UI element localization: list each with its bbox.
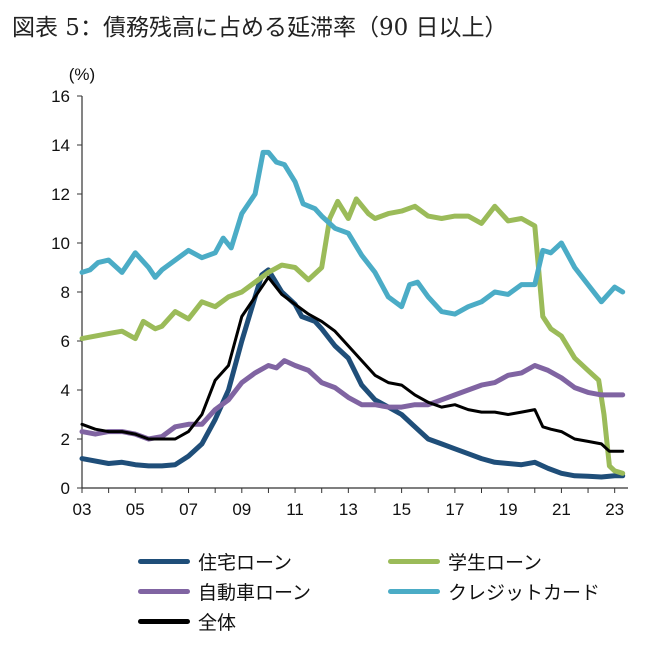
x-tick-label: 05 [126, 500, 145, 519]
series-lines [79, 149, 626, 480]
legend-swatch-auto-loan [138, 589, 190, 594]
y-tick-label: 16 [51, 87, 70, 106]
legend-item-total: 全体 [138, 608, 236, 635]
series-student-loan-line [79, 196, 626, 476]
series-mortgage-line [79, 267, 626, 480]
x-tick-label: 21 [552, 500, 571, 519]
legend: 住宅ローン 学生ローン 自動車ローン クレジットカード 全体 [0, 540, 650, 640]
y-tick-label: 4 [61, 381, 70, 400]
x-tick-label: 17 [445, 500, 464, 519]
x-tick-label: 11 [286, 500, 304, 519]
legend-item-mortgage: 住宅ローン [138, 548, 292, 575]
legend-item-credit-card: クレジットカード [388, 578, 600, 605]
legend-label-auto-loan: 自動車ローン [198, 582, 312, 604]
x-tick-label: 19 [499, 500, 518, 519]
y-axis-unit-label: (%) [69, 65, 95, 84]
x-tick-label: 15 [392, 500, 411, 519]
y-tick-label: 0 [61, 479, 70, 498]
legend-label-student-loan: 学生ローン [448, 552, 543, 574]
legend-swatch-mortgage [138, 559, 190, 564]
legend-item-student-loan: 学生ローン [388, 548, 542, 575]
legend-swatch-student-loan [388, 559, 440, 564]
y-tick-label: 10 [51, 234, 70, 253]
x-tick-label: 23 [605, 500, 624, 519]
x-tick-label: 09 [232, 500, 251, 519]
legend-label-mortgage: 住宅ローン [198, 552, 293, 574]
x-tick-label: 13 [339, 500, 358, 519]
axes: 0 2 4 6 8 10 12 14 16 (%) 03 05 07 09 11 13 15 17 19 21 23 [51, 65, 628, 519]
legend-item-auto-loan: 自動車ローン [138, 578, 311, 605]
legend-swatch-total [138, 619, 190, 624]
chart-title: 図表 5：債務残高に占める延滞率（90 日以上） [12, 15, 508, 41]
legend-label-total: 全体 [198, 612, 237, 634]
series-auto-loan-line [79, 358, 626, 442]
line-chart: 0 2 4 6 8 10 12 14 16 (%) 03 05 07 09 11 13 15 17 19 21 23 [51, 65, 628, 519]
x-tick-label: 07 [179, 500, 198, 519]
legend-swatch-credit-card [388, 589, 440, 594]
series-credit-card-line [79, 149, 626, 317]
y-tick-label: 8 [61, 283, 70, 302]
y-tick-label: 6 [61, 332, 70, 351]
y-tick-label: 2 [61, 430, 70, 449]
legend-label-credit-card: クレジットカード [448, 582, 601, 604]
x-tick-label: 03 [73, 500, 92, 519]
series-total-line [80, 275, 625, 453]
y-tick-label: 12 [51, 185, 70, 204]
y-tick-label: 14 [51, 136, 70, 155]
